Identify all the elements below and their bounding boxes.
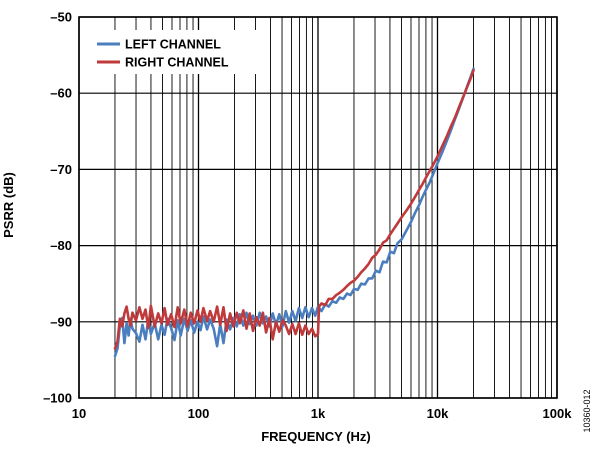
y-tick-label: –100 [43,391,72,406]
legend-label: RIGHT CHANNEL [125,56,229,70]
y-tick-label: –70 [50,162,72,177]
x-tick-label: 1k [311,406,326,421]
series-layer [113,67,475,358]
grid-lines [78,16,558,399]
legend: LEFT CHANNEL RIGHT CHANNEL [90,30,260,74]
series-line-left-channel [113,67,475,358]
y-axis-title: PSRR (dB) [1,172,16,238]
y-tick-label: –90 [50,314,72,329]
legend-label: LEFT CHANNEL [125,38,221,52]
y-tick-labels: –50 –60 –70 –80 –90 –100 [43,10,72,406]
x-tick-labels: 10 100 1k 10k 100k [72,406,572,421]
legend-background [90,30,260,74]
y-tick-label: –50 [50,10,72,25]
x-tick-label: 10k [427,406,449,421]
x-tick-label: 100k [543,406,573,421]
plot-frame [78,16,558,399]
y-tick-label: –60 [50,86,72,101]
x-tick-label: 10 [72,406,86,421]
figure-id: 10360-012 [582,389,592,432]
y-tick-label: –80 [50,238,72,253]
x-axis-title: FREQUENCY (Hz) [261,429,371,444]
series-line-right-channel [113,69,475,350]
x-tick-label: 100 [188,406,210,421]
